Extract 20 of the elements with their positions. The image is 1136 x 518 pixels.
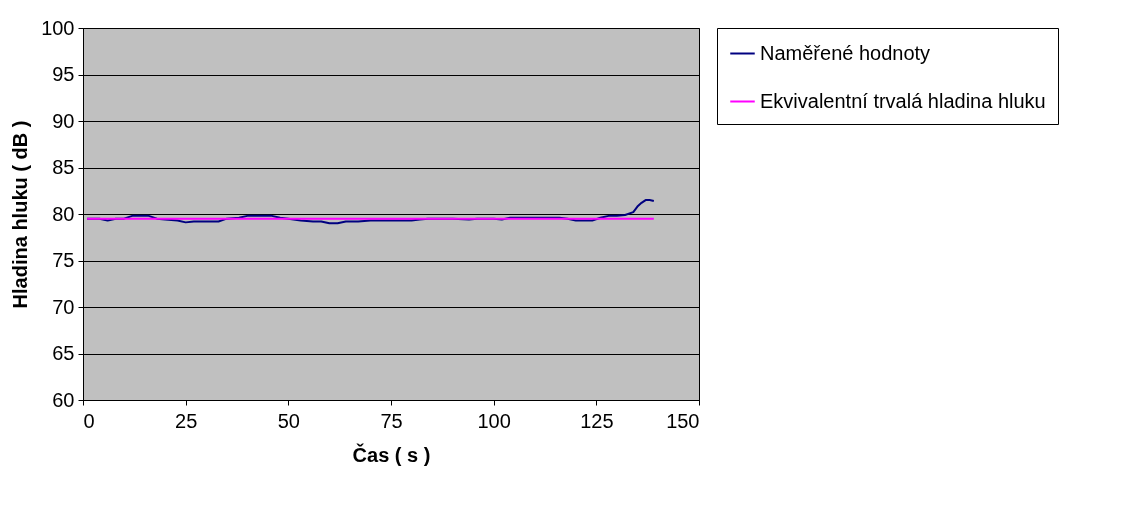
x-tick-label: 50 — [277, 409, 300, 432]
y-tick-label: 100 — [41, 16, 75, 39]
legend-label: Naměřené hodnoty — [760, 41, 931, 64]
y-tick-label: 95 — [52, 63, 75, 85]
y-tick-label: 70 — [52, 295, 75, 318]
y-tick-label: 75 — [52, 249, 75, 271]
y-axis-title: Hladina hluku ( dB ) — [9, 120, 32, 309]
x-tick-label: 75 — [380, 409, 403, 432]
x-tick-label: 25 — [175, 409, 198, 432]
y-tick-label: 80 — [52, 202, 75, 225]
legend-label: Ekvivalentní trvalá hladina hluku — [760, 89, 1046, 112]
y-tick-label: 60 — [52, 388, 75, 411]
x-tick-label: 150 — [666, 409, 700, 432]
x-tick-label: 100 — [477, 409, 511, 432]
y-tick-label: 85 — [52, 156, 75, 178]
x-axis-title: Čas ( s ) — [352, 442, 431, 466]
x-tick-label: 0 — [83, 409, 95, 432]
y-tick-label: 65 — [52, 342, 75, 364]
y-tick-label: 90 — [52, 109, 75, 132]
x-tick-label: 125 — [580, 409, 614, 432]
